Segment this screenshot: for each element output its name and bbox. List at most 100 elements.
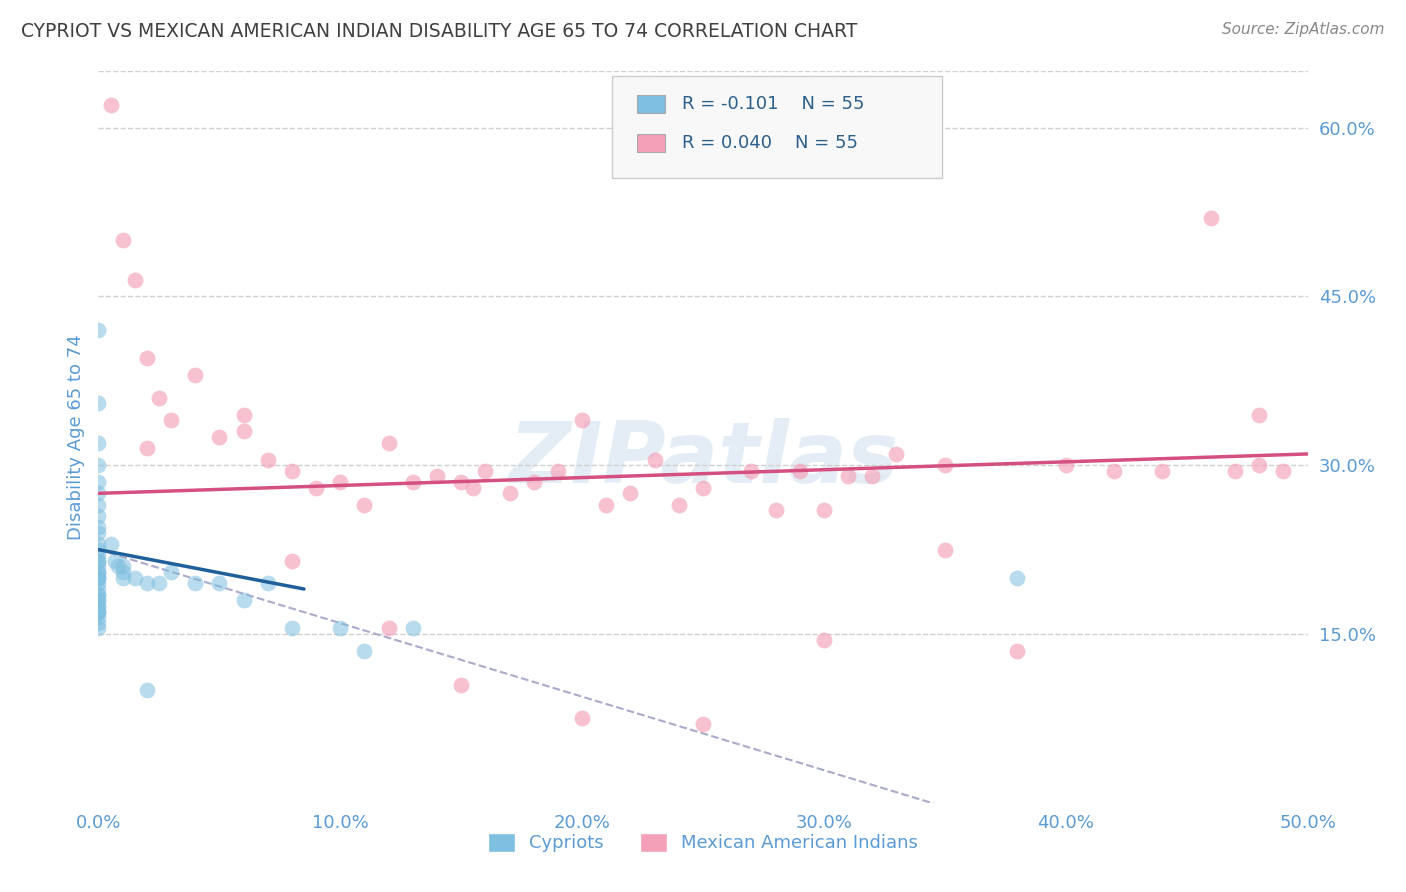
Point bbox=[184, 368, 207, 383]
Point bbox=[450, 678, 472, 692]
Point bbox=[813, 632, 835, 647]
Point bbox=[450, 475, 472, 489]
Point bbox=[402, 475, 425, 489]
Point bbox=[87, 548, 110, 562]
Point bbox=[87, 458, 110, 473]
Point bbox=[87, 565, 110, 579]
Point bbox=[1054, 458, 1077, 473]
Point bbox=[111, 559, 134, 574]
Y-axis label: Disability Age 65 to 74: Disability Age 65 to 74 bbox=[66, 334, 84, 540]
Point bbox=[87, 396, 110, 410]
Point bbox=[353, 498, 375, 512]
Point bbox=[87, 599, 110, 613]
Point bbox=[87, 537, 110, 551]
Legend: Cypriots, Mexican American Indians: Cypriots, Mexican American Indians bbox=[481, 826, 925, 860]
Point bbox=[474, 464, 496, 478]
Point bbox=[87, 554, 110, 568]
Point bbox=[256, 452, 278, 467]
Point bbox=[619, 486, 641, 500]
Point bbox=[124, 272, 146, 286]
Point bbox=[329, 621, 352, 635]
Point bbox=[87, 605, 110, 619]
Point bbox=[87, 576, 110, 591]
Point bbox=[208, 430, 231, 444]
Point bbox=[1152, 464, 1174, 478]
Point bbox=[934, 458, 956, 473]
Point bbox=[668, 498, 690, 512]
Text: CYPRIOT VS MEXICAN AMERICAN INDIAN DISABILITY AGE 65 TO 74 CORRELATION CHART: CYPRIOT VS MEXICAN AMERICAN INDIAN DISAB… bbox=[21, 22, 858, 41]
Point bbox=[498, 486, 520, 500]
Point bbox=[934, 542, 956, 557]
Point bbox=[135, 351, 157, 366]
Point bbox=[87, 599, 110, 613]
Point bbox=[111, 571, 134, 585]
Point bbox=[87, 605, 110, 619]
Point bbox=[87, 610, 110, 624]
Point bbox=[426, 469, 449, 483]
Point bbox=[135, 442, 157, 456]
Point bbox=[87, 525, 110, 540]
Point bbox=[692, 717, 714, 731]
Point bbox=[87, 615, 110, 630]
Text: R = 0.040    N = 55: R = 0.040 N = 55 bbox=[682, 134, 858, 152]
Point bbox=[104, 554, 127, 568]
Point bbox=[87, 588, 110, 602]
Point bbox=[571, 711, 593, 725]
Point bbox=[789, 464, 811, 478]
Point bbox=[1007, 644, 1029, 658]
Point bbox=[87, 621, 110, 635]
Point bbox=[87, 435, 110, 450]
Point bbox=[281, 554, 304, 568]
Point bbox=[87, 582, 110, 596]
Point bbox=[87, 559, 110, 574]
Point bbox=[87, 593, 110, 607]
Point bbox=[232, 408, 254, 422]
Point bbox=[281, 621, 304, 635]
Point bbox=[305, 481, 328, 495]
Point bbox=[595, 498, 617, 512]
Point bbox=[1272, 464, 1295, 478]
Point bbox=[886, 447, 908, 461]
Point bbox=[148, 576, 170, 591]
Point bbox=[1223, 464, 1246, 478]
Point bbox=[87, 571, 110, 585]
Point bbox=[765, 503, 787, 517]
Point bbox=[87, 475, 110, 489]
Point bbox=[644, 452, 666, 467]
Point bbox=[692, 481, 714, 495]
Point bbox=[353, 644, 375, 658]
Point bbox=[87, 571, 110, 585]
Point bbox=[740, 464, 762, 478]
Point bbox=[377, 435, 399, 450]
Point bbox=[148, 391, 170, 405]
Point bbox=[87, 571, 110, 585]
Point bbox=[160, 565, 183, 579]
Point bbox=[111, 565, 134, 579]
Point bbox=[1199, 211, 1222, 225]
Text: Source: ZipAtlas.com: Source: ZipAtlas.com bbox=[1222, 22, 1385, 37]
Point bbox=[87, 588, 110, 602]
Point bbox=[1007, 571, 1029, 585]
Point bbox=[111, 233, 134, 247]
Point bbox=[87, 605, 110, 619]
Point bbox=[837, 469, 859, 483]
Point bbox=[1102, 464, 1125, 478]
Point bbox=[1249, 408, 1271, 422]
Point bbox=[377, 621, 399, 635]
Point bbox=[232, 593, 254, 607]
Point bbox=[87, 323, 110, 337]
Point bbox=[547, 464, 569, 478]
Point bbox=[329, 475, 352, 489]
Text: ZIPatlas: ZIPatlas bbox=[508, 417, 898, 500]
Text: R = -0.101    N = 55: R = -0.101 N = 55 bbox=[682, 95, 865, 113]
Point bbox=[107, 559, 129, 574]
Point bbox=[402, 621, 425, 635]
Point bbox=[135, 683, 157, 698]
Point bbox=[523, 475, 546, 489]
Point bbox=[256, 576, 278, 591]
Point bbox=[208, 576, 231, 591]
Point bbox=[1249, 458, 1271, 473]
Point bbox=[100, 537, 122, 551]
Point bbox=[87, 486, 110, 500]
Point bbox=[281, 464, 304, 478]
